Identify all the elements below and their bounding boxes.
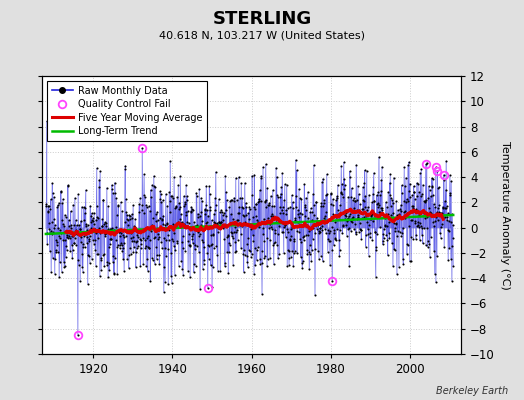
Legend: Raw Monthly Data, Quality Control Fail, Five Year Moving Average, Long-Term Tren: Raw Monthly Data, Quality Control Fail, … xyxy=(47,81,208,141)
Text: STERLING: STERLING xyxy=(212,10,312,28)
Y-axis label: Temperature Anomaly (°C): Temperature Anomaly (°C) xyxy=(500,141,510,289)
Text: Berkeley Earth: Berkeley Earth xyxy=(436,386,508,396)
Text: 40.618 N, 103.217 W (United States): 40.618 N, 103.217 W (United States) xyxy=(159,30,365,40)
